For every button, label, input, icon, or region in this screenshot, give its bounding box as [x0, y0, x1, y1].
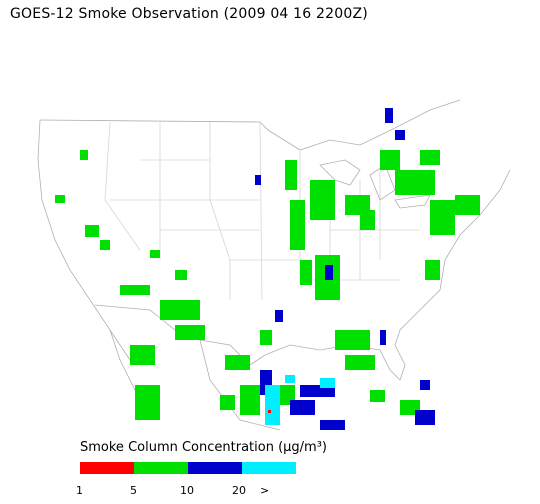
map-title: GOES-12 Smoke Observation (2009 04 16 22… — [10, 6, 368, 22]
smoke-cyan-patches — [265, 375, 335, 425]
smoke-green-patches — [55, 150, 480, 420]
east-coast — [394, 169, 511, 381]
legend-swatch-blue — [188, 462, 242, 474]
legend-tick-gt: > — [260, 484, 270, 497]
west-coast — [37, 119, 131, 361]
legend-colorbar — [80, 462, 296, 474]
gulf-coast — [264, 344, 401, 381]
legend-title: Smoke Column Concentration (μg/m³) — [80, 440, 327, 455]
canada-border — [39, 99, 461, 151]
legend-swatch-green — [134, 462, 188, 474]
legend-swatch-cyan — [242, 462, 296, 474]
smoke-map — [37, 99, 511, 431]
legend-tick-1: 1 — [76, 484, 83, 497]
legend-tick-10: 10 — [180, 484, 194, 497]
legend-tick-20: 20 — [232, 484, 246, 497]
smoke-blue-patches — [255, 108, 435, 430]
smoke-red-patches — [268, 410, 271, 413]
legend-swatch-red — [80, 462, 134, 474]
legend-tick-5: 5 — [130, 484, 137, 497]
